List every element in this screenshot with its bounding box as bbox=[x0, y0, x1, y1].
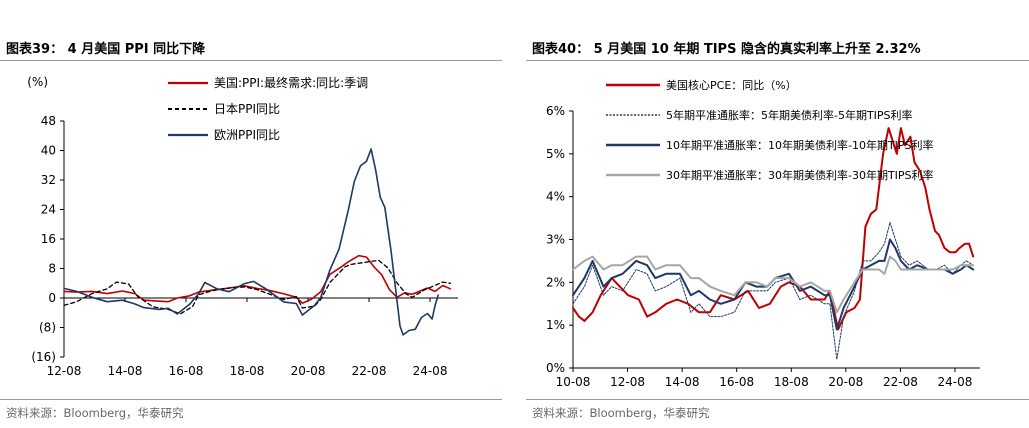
title-rule bbox=[526, 60, 1029, 61]
x-tick-label: 22-08 bbox=[352, 364, 387, 378]
title-rule bbox=[0, 60, 502, 61]
legend-label: 5年期平准通胀率：5年期美债利率-5年期TIPS利率 bbox=[666, 108, 913, 122]
source-rule bbox=[0, 399, 502, 400]
y-tick-label: 32 bbox=[41, 173, 56, 187]
y-tick-label: 16 bbox=[41, 232, 56, 246]
y-tick-label: 0 bbox=[48, 291, 56, 305]
y-tick-label: 24 bbox=[41, 203, 56, 217]
legend-label: 美国核心PCE：同比（%） bbox=[666, 78, 797, 92]
x-tick-label: 10-08 bbox=[556, 375, 591, 389]
unit-label: (%) bbox=[27, 75, 48, 89]
legend-label: 欧洲PPI同比 bbox=[214, 128, 280, 142]
breakeven-line-chart: 0% 1% 2% 3% 4% 5% 6% 10-08 12-08 14-08 16-08 18-08 2… bbox=[546, 78, 980, 389]
legend-label: 美国:PPI:最终需求:同比:季调 bbox=[214, 75, 368, 90]
x-tick-label: 24-08 bbox=[413, 364, 448, 378]
x-tick-label: 16-08 bbox=[169, 364, 204, 378]
x-tick-label: 18-08 bbox=[230, 364, 265, 378]
panel-tips: 图表40： 5 月美国 10 年期 TIPS 隐含的真实利率上升至 2.32% … bbox=[526, 0, 1029, 428]
y-tick-label: 48 bbox=[41, 114, 56, 128]
source-note: 资料来源：Bloomberg，华泰研究 bbox=[6, 406, 184, 420]
source-rule bbox=[526, 399, 1029, 400]
x-tick-label: 14-08 bbox=[665, 375, 700, 389]
series-line-4 bbox=[572, 255, 975, 314]
series-line-1 bbox=[572, 127, 975, 331]
x-tick-label: 18-08 bbox=[774, 375, 809, 389]
x-tick-label: 20-08 bbox=[828, 375, 863, 389]
series-line-3 bbox=[572, 238, 975, 331]
y-tick-label: 8 bbox=[48, 262, 56, 276]
x-tick-label: 12-08 bbox=[610, 375, 645, 389]
y-tick-label: 3% bbox=[546, 233, 565, 247]
series-line-3 bbox=[63, 148, 440, 336]
y-tick-label: 40 bbox=[41, 144, 56, 158]
ppi-line-chart: (16) (8) 0 8 16 24 32 40 48 12-08 14-08 16-08 18-08 2… bbox=[27, 75, 458, 378]
y-tick-label: 0% bbox=[546, 361, 565, 375]
chart-title: 图表39： 4 月美国 PPI 同比下降 bbox=[6, 42, 206, 57]
y-tick-label: 4% bbox=[546, 190, 565, 204]
x-tick-label: 22-08 bbox=[883, 375, 918, 389]
x-tick-label: 14-08 bbox=[108, 364, 143, 378]
y-tick-label: 6% bbox=[546, 104, 565, 118]
series-line-2 bbox=[63, 259, 452, 315]
series-line-2 bbox=[572, 221, 974, 360]
legend-label: 30年期平准通胀率：30年期美债利率-30年期TIPS利率 bbox=[666, 168, 934, 182]
legend-label: 日本PPI同比 bbox=[214, 102, 280, 116]
source-note: 资料来源：Bloomberg，华泰研究 bbox=[532, 406, 710, 420]
x-tick-label: 12-08 bbox=[47, 364, 82, 378]
panel-ppi: 图表39： 4 月美国 PPI 同比下降 (16) (8) 0 8 16 24 32 40 48… bbox=[0, 0, 502, 428]
y-tick-label: 5% bbox=[546, 147, 565, 161]
legend-label: 10年期平准通胀率：10年期美债利率-10年期TIPS利率 bbox=[666, 138, 934, 152]
x-tick-label: 20-08 bbox=[291, 364, 326, 378]
x-tick-label: 24-08 bbox=[938, 375, 973, 389]
y-tick-label: 2% bbox=[546, 275, 565, 289]
chart-title: 图表40： 5 月美国 10 年期 TIPS 隐含的真实利率上升至 2.32% bbox=[532, 42, 921, 57]
y-tick-label: 1% bbox=[546, 318, 565, 332]
y-tick-label: (16) bbox=[31, 350, 56, 364]
y-tick-label: (8) bbox=[39, 321, 56, 335]
x-tick-label: 16-08 bbox=[719, 375, 754, 389]
